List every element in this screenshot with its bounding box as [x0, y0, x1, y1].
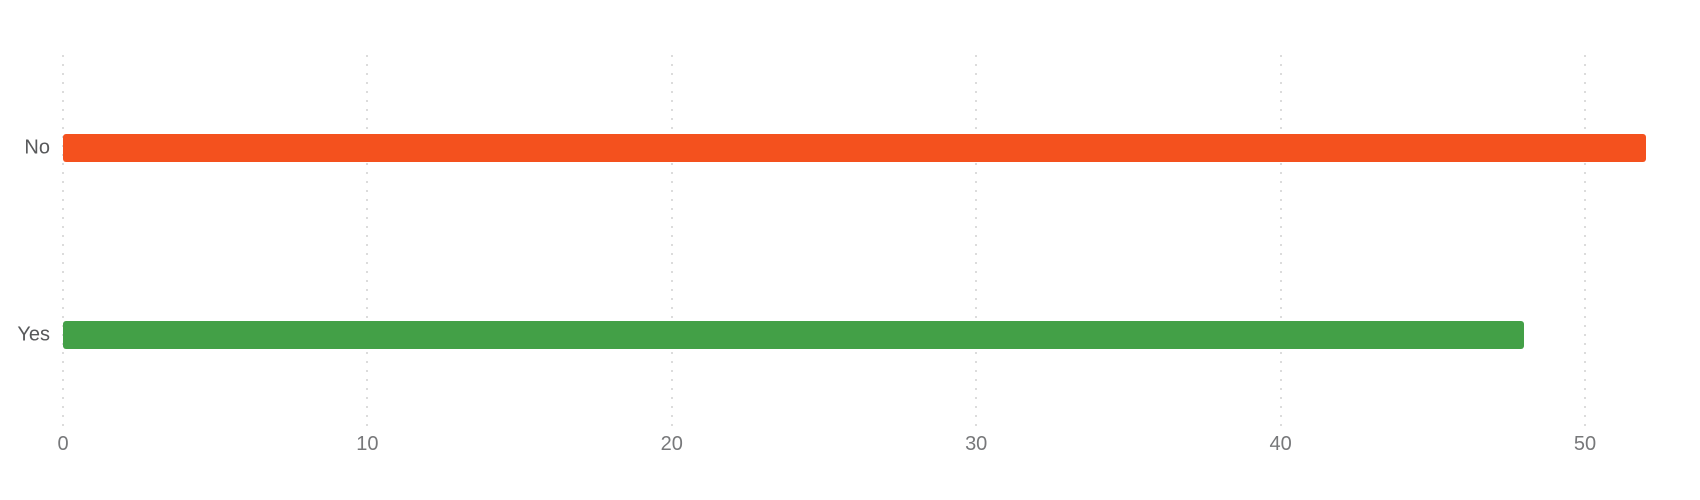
category-label-yes: Yes [17, 323, 50, 346]
gridline-50 [1584, 55, 1586, 432]
gridline-10 [366, 55, 369, 432]
category-label-no: No [24, 136, 50, 159]
bar-yes[interactable] [63, 321, 1525, 349]
gridline-40 [1279, 55, 1282, 432]
x-tick-label-50: 50 [1573, 433, 1597, 455]
x-tick-label-30: 30 [965, 433, 988, 455]
x-tick-label-10: 10 [356, 433, 379, 455]
gridline-20 [670, 55, 673, 432]
gridline-30 [975, 55, 978, 432]
gridline-0 [62, 55, 64, 432]
x-tick-label-20: 20 [660, 433, 683, 455]
x-tick-label-40: 40 [1269, 433, 1292, 455]
x-tick-label-0: 0 [57, 433, 69, 455]
bar-no[interactable] [63, 134, 1646, 162]
